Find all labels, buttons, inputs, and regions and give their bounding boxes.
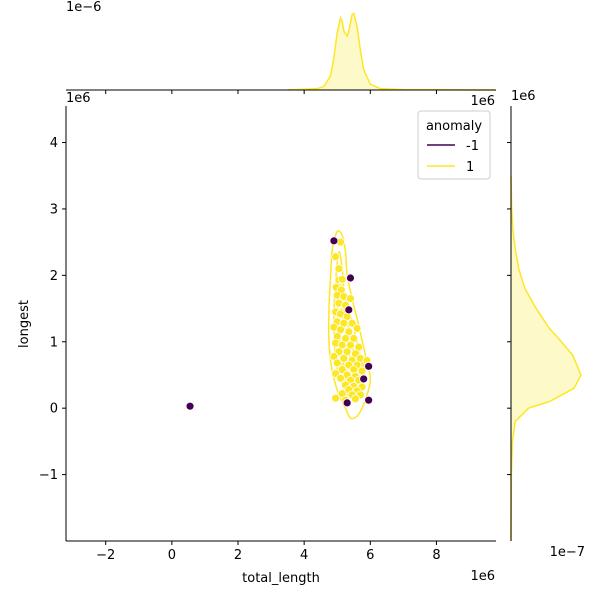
scatter-point-normal	[351, 394, 360, 404]
scatter-point-anomaly	[346, 273, 355, 283]
y-axis-offset-label: 1e6	[66, 91, 91, 106]
top-marginal-ticks	[105, 90, 437, 94]
scatter-point-normal	[346, 294, 355, 303]
right-marginal-ticks	[507, 142, 511, 476]
y-tick-label: 3	[50, 202, 58, 217]
scatter-point-anomaly	[185, 401, 195, 411]
legend-label-anomaly-1: 1	[466, 160, 474, 175]
x-axis-label: total_length	[242, 571, 320, 586]
x-tick-label: −2	[96, 548, 115, 563]
y-tick-label: 1	[50, 335, 58, 350]
x-axis-ticks: −2 0 2 4 6 8	[96, 541, 441, 563]
scatter-point-normal	[334, 264, 344, 274]
right-marginal-kde-fill	[511, 175, 581, 541]
scatter-point-normal	[337, 365, 347, 375]
y-axis-ticks: −1 0 1 2 3 4	[39, 136, 66, 483]
y-axis-label: longest	[17, 300, 32, 348]
scatter-point-anomaly	[359, 374, 369, 384]
top-marginal-kde	[66, 12, 497, 94]
scatter-point-anomaly	[364, 361, 374, 371]
scatter-point-normal	[339, 353, 349, 363]
x-tick-label: 8	[432, 548, 440, 563]
legend: anomaly -1 1	[417, 110, 491, 180]
right-marginal-kde	[507, 106, 582, 542]
right-marginal-y-offset-label: 1e6	[511, 89, 536, 104]
scatter-points	[185, 236, 374, 411]
scatter-point-normal	[332, 358, 342, 368]
scatter-point-normal	[347, 318, 357, 328]
scatter-point-anomaly	[364, 395, 374, 405]
x-tick-label: 2	[234, 548, 242, 563]
y-tick-label: 4	[50, 136, 58, 151]
top-marginal-kde-line	[287, 12, 497, 91]
top-marginal-offset-label: 1e−6	[66, 0, 101, 15]
scatter-point-normal	[336, 373, 345, 383]
scatter-point-normal	[331, 393, 340, 403]
scatter-point-normal	[331, 252, 340, 262]
scatter-point-normal	[337, 274, 347, 284]
top-marginal-kde-fill	[287, 13, 496, 91]
legend-title: anomaly	[426, 119, 482, 134]
scatter-point-anomaly	[344, 305, 354, 315]
scatter-point-anomaly	[342, 398, 352, 408]
x-tick-label: 6	[366, 548, 374, 563]
top-marginal-x-offset-label: 1e6	[470, 94, 495, 109]
x-tick-label: 0	[168, 548, 176, 563]
right-marginal-offset-label: 1e−7	[550, 545, 585, 560]
scatter-point-normal	[352, 324, 362, 333]
x-axis-offset-label: 1e6	[470, 569, 495, 584]
scatter-point-anomaly	[329, 236, 339, 246]
legend-label-anomaly-neg1: -1	[466, 139, 479, 154]
y-tick-label: 0	[50, 402, 58, 417]
main-axes: −2 0 2 4 6 8 −1 0 1 2 3 4	[39, 106, 496, 563]
y-tick-label: 2	[50, 269, 58, 284]
right-marginal-kde-line	[510, 175, 582, 542]
x-tick-label: 4	[300, 548, 308, 563]
y-tick-label: −1	[39, 468, 58, 483]
